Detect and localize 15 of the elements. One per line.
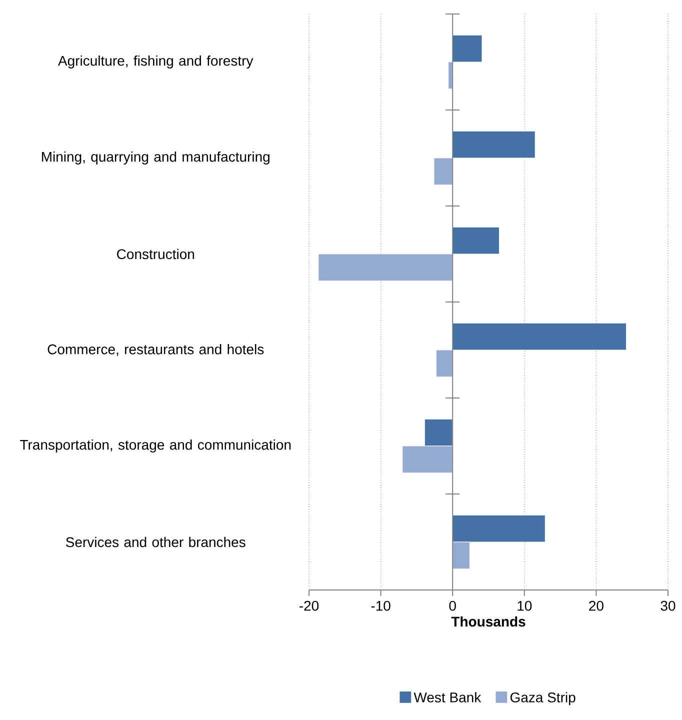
legend-label: Gaza Strip bbox=[510, 692, 576, 706]
legend-label: West Bank bbox=[414, 692, 482, 702]
x-tick-label: 0 bbox=[449, 600, 456, 611]
y-tick-label: Agriculture, fishing and forestry bbox=[58, 55, 254, 69]
x-axis-title: Thousands bbox=[451, 616, 526, 627]
x-tick-label: -10 bbox=[371, 600, 390, 611]
y-tick-label: Mining, quarrying and manufacturing bbox=[42, 151, 270, 165]
x-tick-label: -20 bbox=[300, 600, 319, 611]
x-tick-label: 20 bbox=[589, 600, 604, 611]
y-tick-label: Construction bbox=[117, 248, 194, 260]
y-tick-label: Commerce, restaurants and hotels bbox=[48, 344, 264, 356]
x-tick-label: 30 bbox=[660, 600, 676, 611]
x-tick-label: 10 bbox=[518, 600, 532, 611]
y-tick-label: Transportation, storage and communication bbox=[20, 439, 291, 453]
y-tick-label: Services and other branches bbox=[66, 536, 246, 548]
